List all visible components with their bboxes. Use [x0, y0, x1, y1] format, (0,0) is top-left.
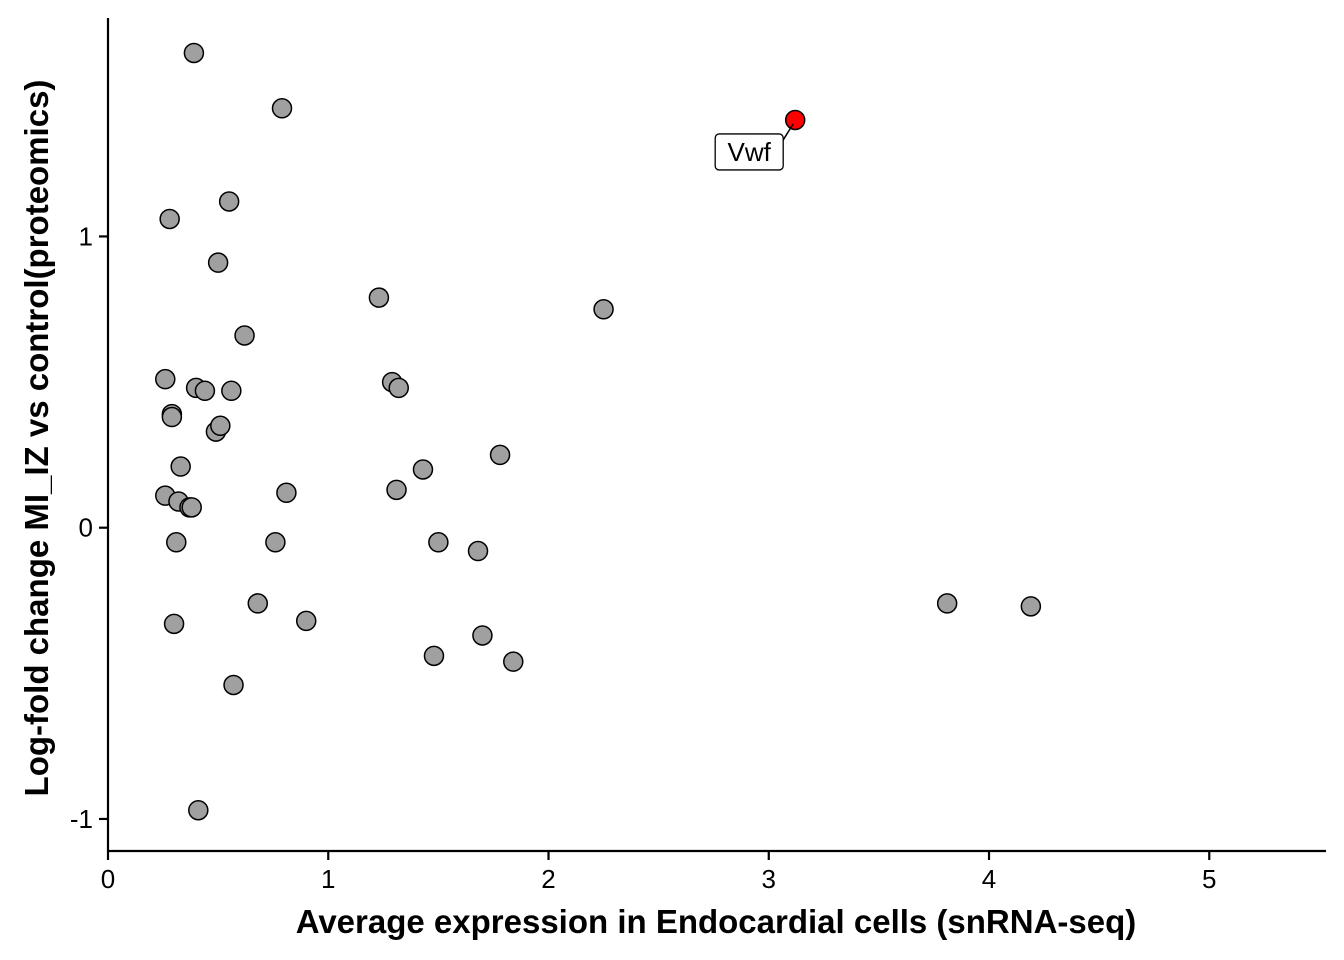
data-point	[276, 482, 297, 504]
data-point	[170, 456, 191, 477]
highlighted-point	[784, 109, 806, 131]
data-point	[218, 191, 240, 212]
data-point	[166, 532, 187, 553]
data-point	[163, 613, 185, 635]
data-point	[188, 799, 209, 821]
annotation-layer: Vwf	[714, 123, 794, 171]
y-tick-label: 0	[79, 513, 93, 543]
data-point	[386, 479, 407, 501]
data-point	[161, 406, 183, 428]
data-point	[194, 380, 216, 402]
data-point	[423, 645, 445, 667]
data-point	[155, 368, 176, 390]
x-tick-label: 4	[982, 864, 996, 894]
data-point	[183, 42, 205, 64]
point-label: Vwf	[728, 137, 772, 167]
x-tick-label: 0	[101, 864, 115, 894]
point-label-box	[714, 133, 784, 171]
data-point	[271, 98, 293, 119]
data-point	[181, 497, 202, 518]
label-leader-line	[782, 123, 794, 141]
data-point	[503, 651, 524, 672]
data-point	[593, 299, 614, 320]
data-point	[265, 532, 286, 553]
data-point	[368, 287, 390, 308]
data-point	[159, 208, 180, 230]
y-tick-label: -1	[70, 804, 93, 834]
data-point	[223, 674, 244, 696]
y-axis-ticks: -1 0 1	[70, 221, 108, 834]
x-tick-label: 1	[321, 864, 335, 894]
data-point	[388, 377, 409, 399]
data-point	[467, 540, 489, 562]
data-point	[428, 532, 449, 553]
data-point	[295, 610, 317, 632]
data-point	[1020, 596, 1042, 617]
data-point	[207, 252, 229, 273]
y-tick-label: 1	[79, 221, 93, 251]
data-point	[247, 593, 269, 614]
data-point	[412, 459, 434, 480]
x-tick-label: 2	[541, 864, 555, 894]
y-axis-title: Log-fold change MI_IZ vs control(proteom…	[18, 80, 55, 797]
data-point	[210, 415, 231, 437]
points-layer	[155, 42, 1042, 821]
data-point	[936, 593, 958, 614]
x-axis-ticks: 0 1 2 3 4 5	[101, 851, 1217, 894]
data-point	[234, 325, 255, 346]
x-axis-title: Average expression in Endocardial cells …	[296, 903, 1137, 940]
data-point	[472, 625, 493, 646]
x-tick-label: 3	[762, 864, 776, 894]
data-point	[489, 444, 511, 466]
x-tick-label: 5	[1202, 864, 1216, 894]
data-point	[221, 380, 242, 402]
